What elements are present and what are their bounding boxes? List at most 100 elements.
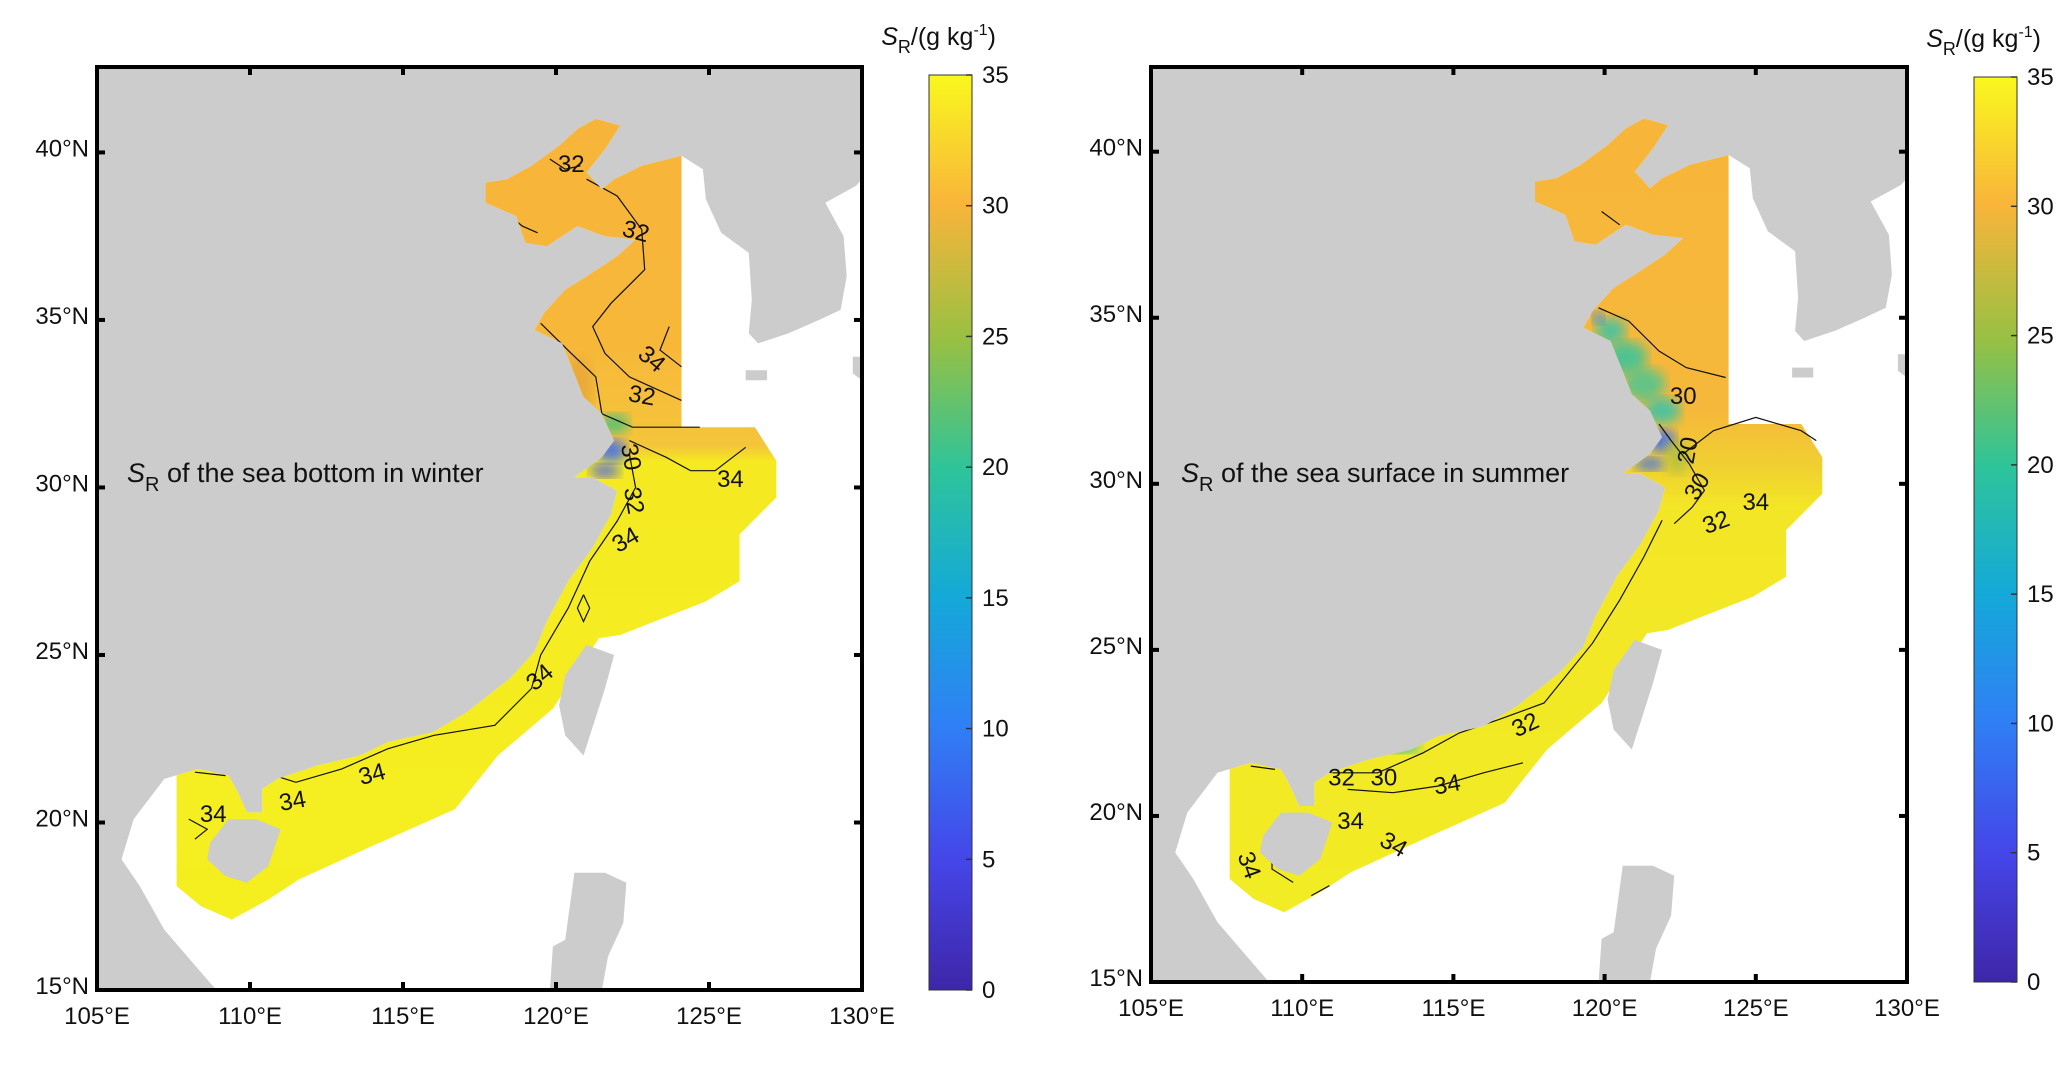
lon-tick-label: 125°E [676,1003,742,1030]
panel-title: SR of the sea bottom in winter [127,458,484,496]
colorbar: 0 5 10 15 20 25 30 35 SR/(g kg-1) [1926,24,2053,996]
contour-line [629,440,747,472]
contour-label: 30 [1670,383,1697,410]
colorbar-tick-label: 10 [2027,710,2054,737]
contour-line [274,453,637,783]
colorbar-label: SR/(g kg-1) [1926,24,2041,59]
colorbar-tick-label: 15 [982,585,1009,612]
label-superscript: -1 [2018,24,2032,41]
lat-tick-label: 40°N [1089,135,1143,162]
salinity-anomaly [1664,440,1690,474]
colorbar-tick-label: 25 [2027,323,2054,350]
contour-line [1598,307,1726,379]
land-luzon [549,872,627,990]
label-unit: /(g kg [911,23,974,51]
salinity-anomaly [1634,457,1666,471]
contour-line [1658,423,1706,525]
contour-line [576,594,591,623]
lat-tick-label: 15°N [35,973,89,1000]
contour-label: 34 [1742,489,1769,516]
salinity-anomaly [589,464,621,478]
land-hainan [1259,812,1333,876]
colorbar-gradient [1973,76,2018,983]
colorbar-tick-label: 15 [2027,581,2054,608]
map-frame [95,65,864,992]
contour-label: 34 [277,786,308,817]
land-jeju [1792,367,1814,378]
colorbar-tick-label: 35 [2027,64,2054,91]
label-subscript: R [1943,39,1956,59]
land-kyushu [852,356,862,381]
lat-tick-label: 35°N [35,303,89,330]
contour-line [540,322,700,428]
title-text: of the sea surface in summer [1213,458,1569,488]
lat-tick-label: 40°N [35,135,89,162]
lat-tick-label: 30°N [35,470,89,497]
contour-line [1601,211,1621,226]
colorbar-gradient [928,74,973,991]
panel-title: SR of the sea surface in summer [1181,458,1569,496]
label-superscript: -1 [973,22,987,39]
lon-tick-label: 105°E [64,1003,130,1030]
land-kyushu [1897,354,1907,378]
lon-tick-label: 130°E [829,1003,895,1030]
lon-tick-label: 110°E [218,1003,282,1030]
lon-tick-label: 115°E [1421,995,1485,1022]
lon-tick-label: 115°E [371,1003,435,1030]
colorbar-tick-label: 35 [982,62,1009,89]
title-subscript: R [145,474,159,496]
lon-tick-label: 120°E [523,1003,589,1030]
colorbar-tick-label: 0 [982,977,995,1004]
contour-line [1682,416,1817,455]
contour-label: 30 [615,442,646,473]
salinity-anomaly [1592,311,1605,325]
title-symbol: S [127,458,145,488]
contour-line [1311,885,1330,897]
contour-line [659,326,682,368]
contour-label: 20 [1673,435,1704,466]
lon-tick-label: 120°E [1572,995,1638,1022]
label-symbol: S [1926,25,1943,53]
contour-label: 34 [1432,769,1463,800]
colorbar-tick-label: 5 [2027,840,2040,867]
title-text: of the sea bottom in winter [159,458,483,488]
colorbar-tick-label: 20 [982,454,1009,481]
colorbar-tick-label: 0 [2027,969,2040,996]
lat-tick-label: 15°N [1089,965,1143,992]
label-unit-close: ) [2033,25,2041,53]
colorbar-label: SR/(g kg-1) [881,22,996,57]
contour-label: 32 [1328,765,1355,792]
salinity-anomaly [1622,367,1666,401]
colorbar-tick-label: 5 [982,846,995,873]
contour-label: 34 [717,466,744,493]
lat-tick-label: 35°N [1089,301,1143,328]
land-taiwan [559,644,615,756]
label-unit-close: ) [988,23,996,51]
colorbar-tick-label: 25 [982,323,1009,350]
title-subscript: R [1199,474,1213,496]
contour-label: 34 [200,801,227,828]
contour-line [188,818,209,840]
contour-line [1250,765,1276,770]
colorbar-tick-label: 30 [2027,193,2054,220]
land-hainan [207,819,281,883]
contour-label: 32 [618,485,649,516]
label-unit: /(g kg [1956,25,2019,53]
lat-tick-label: 25°N [1089,633,1143,660]
lat-tick-label: 20°N [35,805,89,832]
lon-tick-label: 125°E [1723,995,1789,1022]
colorbar: 0 5 10 15 20 25 30 35 SR/(g kg-1) [881,22,1008,1004]
contour-line [586,178,682,401]
title-symbol: S [1181,458,1199,488]
land-taiwan [1607,639,1663,750]
lat-tick-label: 25°N [35,638,89,665]
label-symbol: S [881,23,898,51]
contour-line [194,771,226,777]
contour-label: 32 [558,151,585,178]
lon-tick-label: 105°E [1118,995,1184,1022]
